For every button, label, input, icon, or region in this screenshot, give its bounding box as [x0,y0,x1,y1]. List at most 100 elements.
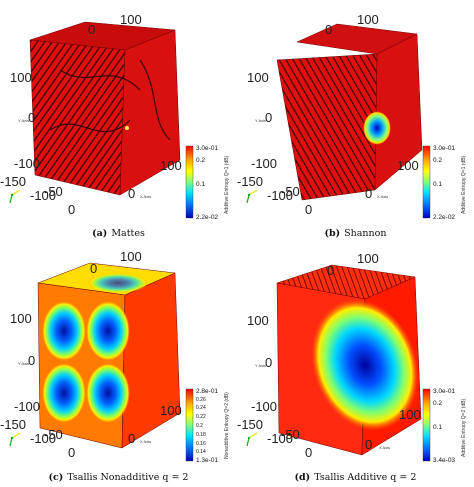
panel-c: 2.8e-01 0.26 0.24 0.22 0.2 0.18 0.16 0.1… [0,243,237,468]
colorbar-label: 0.18 [196,432,206,438]
colorbar-min: 2.2e-02 [196,214,218,221]
render-shannon: 3.0e-01 0.2 0.1 2.2e-02 Additive Entropy… [237,0,474,225]
tick: 100 [10,311,32,326]
orientation-axes-icon [10,190,20,203]
colorbar [186,389,193,461]
render-tsallis-nonadditive: 2.8e-01 0.26 0.24 0.22 0.2 0.18 0.16 0.1… [0,243,237,468]
tick: 0 [325,22,332,37]
tick: 100 [10,70,32,85]
tick: -150 [237,417,263,432]
render-tsallis-additive: 3.0e-01 0.2 0.1 3.4e-03 Additive Entropy… [237,243,474,468]
caption-tag: (d) [295,472,311,483]
tick: -50 [44,184,63,199]
tick: 100 [160,403,182,418]
tick: 0 [265,110,272,125]
colorbar-max: 3.0e-01 [433,145,455,152]
colorbar-max: 2.8e-01 [196,388,218,395]
cube-front [277,54,377,200]
tick: 0 [28,110,35,125]
colorbar-label: 0.2 [433,400,442,407]
colorbar-title: Additive Entropy Q=1 (dB) [461,155,467,214]
tick: 0 [68,445,75,460]
colorbar-title: Additive Entropy Q=2 (dB) [461,398,467,457]
tick: 0 [128,431,135,446]
axis-label-x: X Axis [140,194,151,199]
caption-text: Shannon [344,228,386,239]
colorbar-min: 3.4e-03 [433,457,455,464]
colorbar-label: 0.14 [196,449,206,455]
tick: 0 [365,186,372,201]
panel-b: 3.0e-01 0.2 0.1 2.2e-02 Additive Entropy… [237,0,474,225]
tick: 100 [357,251,379,266]
tick: -150 [0,417,26,432]
colorbar [423,146,430,218]
tick: -50 [281,427,300,442]
axis-label-y: Y Axis [18,118,29,123]
panel-a: 3.0e-01 0.2 0.1 2.2e-02 Additive Entropy… [0,0,237,225]
tick: -150 [0,174,26,189]
caption-tag: (c) [49,472,64,483]
axis-label-x: X Axis [379,445,390,450]
colorbar-label: 0.16 [196,441,206,447]
cube-front [30,40,125,195]
tick: 0 [327,263,334,278]
tick: -150 [237,174,263,189]
colorbar-min: 2.2e-02 [433,214,455,221]
colorbar-label: 0.2 [433,157,442,164]
caption-d: (d) Tsallis Additive q = 2 [237,472,474,483]
tick: 0 [88,22,95,37]
tick: -100 [14,399,40,414]
colorbar-label: 0.1 [433,181,442,188]
caption-a: (a) Mattes [0,228,237,239]
tick: 0 [265,355,272,370]
caption-c: (c) Tsallis Nonadditive q = 2 [0,472,237,483]
caption-tag: (a) [92,228,107,239]
tick: 100 [247,70,269,85]
colorbar-min: 1.3e-01 [196,457,218,464]
colorbar-label: 0.1 [196,181,205,188]
tick: 100 [160,158,182,173]
axis-label-y: Y Axis [18,361,29,366]
caption-text: Mattes [111,228,145,239]
render-mattes: 3.0e-01 0.2 0.1 2.2e-02 Additive Entropy… [0,0,237,225]
caption-tag: (b) [324,228,340,239]
tick: 0 [365,437,372,452]
orientation-axes-icon [10,433,20,446]
colorbar-label: 0.2 [196,423,203,429]
tick: 0 [305,202,312,217]
tick: 100 [120,249,142,264]
tick: 100 [120,12,142,27]
tick: -100 [14,156,40,171]
tick: 100 [247,313,269,328]
tick: 0 [28,353,35,368]
colorbar-label: 0.22 [196,414,206,420]
axis-label-x: X Axis [377,194,388,199]
axis-label-y: Y Axis [255,118,266,123]
tick: 0 [305,445,312,460]
caption-text: Tsallis Nonadditive q = 2 [67,472,188,483]
tick: -100 [251,156,277,171]
axis-label-y: Y Axis [255,363,266,368]
colorbar-title: Additive Entropy Q=1 (dB) [224,155,230,214]
caption-text: Tsallis Additive q = 2 [314,472,416,483]
colorbar [423,389,430,461]
tick: 0 [68,202,75,217]
colorbar-max: 3.0e-01 [433,388,455,395]
colorbar-label: 0.24 [196,405,206,411]
orientation-axes-icon [247,433,257,446]
colorbar-max: 3.0e-01 [196,145,218,152]
tick: 100 [397,158,419,173]
caption-b: (b) Shannon [237,228,474,239]
tick: -100 [251,399,277,414]
tick: 100 [357,12,379,27]
colorbar [186,146,193,218]
tick: 0 [90,261,97,276]
colorbar-label: 0.2 [196,157,205,164]
orientation-axes-icon [247,190,257,203]
axis-label-x: X Axis [140,439,151,444]
cube-side [122,273,180,448]
tick: -50 [44,427,63,442]
panel-d: 3.0e-01 0.2 0.1 3.4e-03 Additive Entropy… [237,243,474,468]
colorbar-title: Nonadditive Entropy Q=2 (dB) [224,392,230,459]
colorbar-label: 0.1 [433,424,442,431]
